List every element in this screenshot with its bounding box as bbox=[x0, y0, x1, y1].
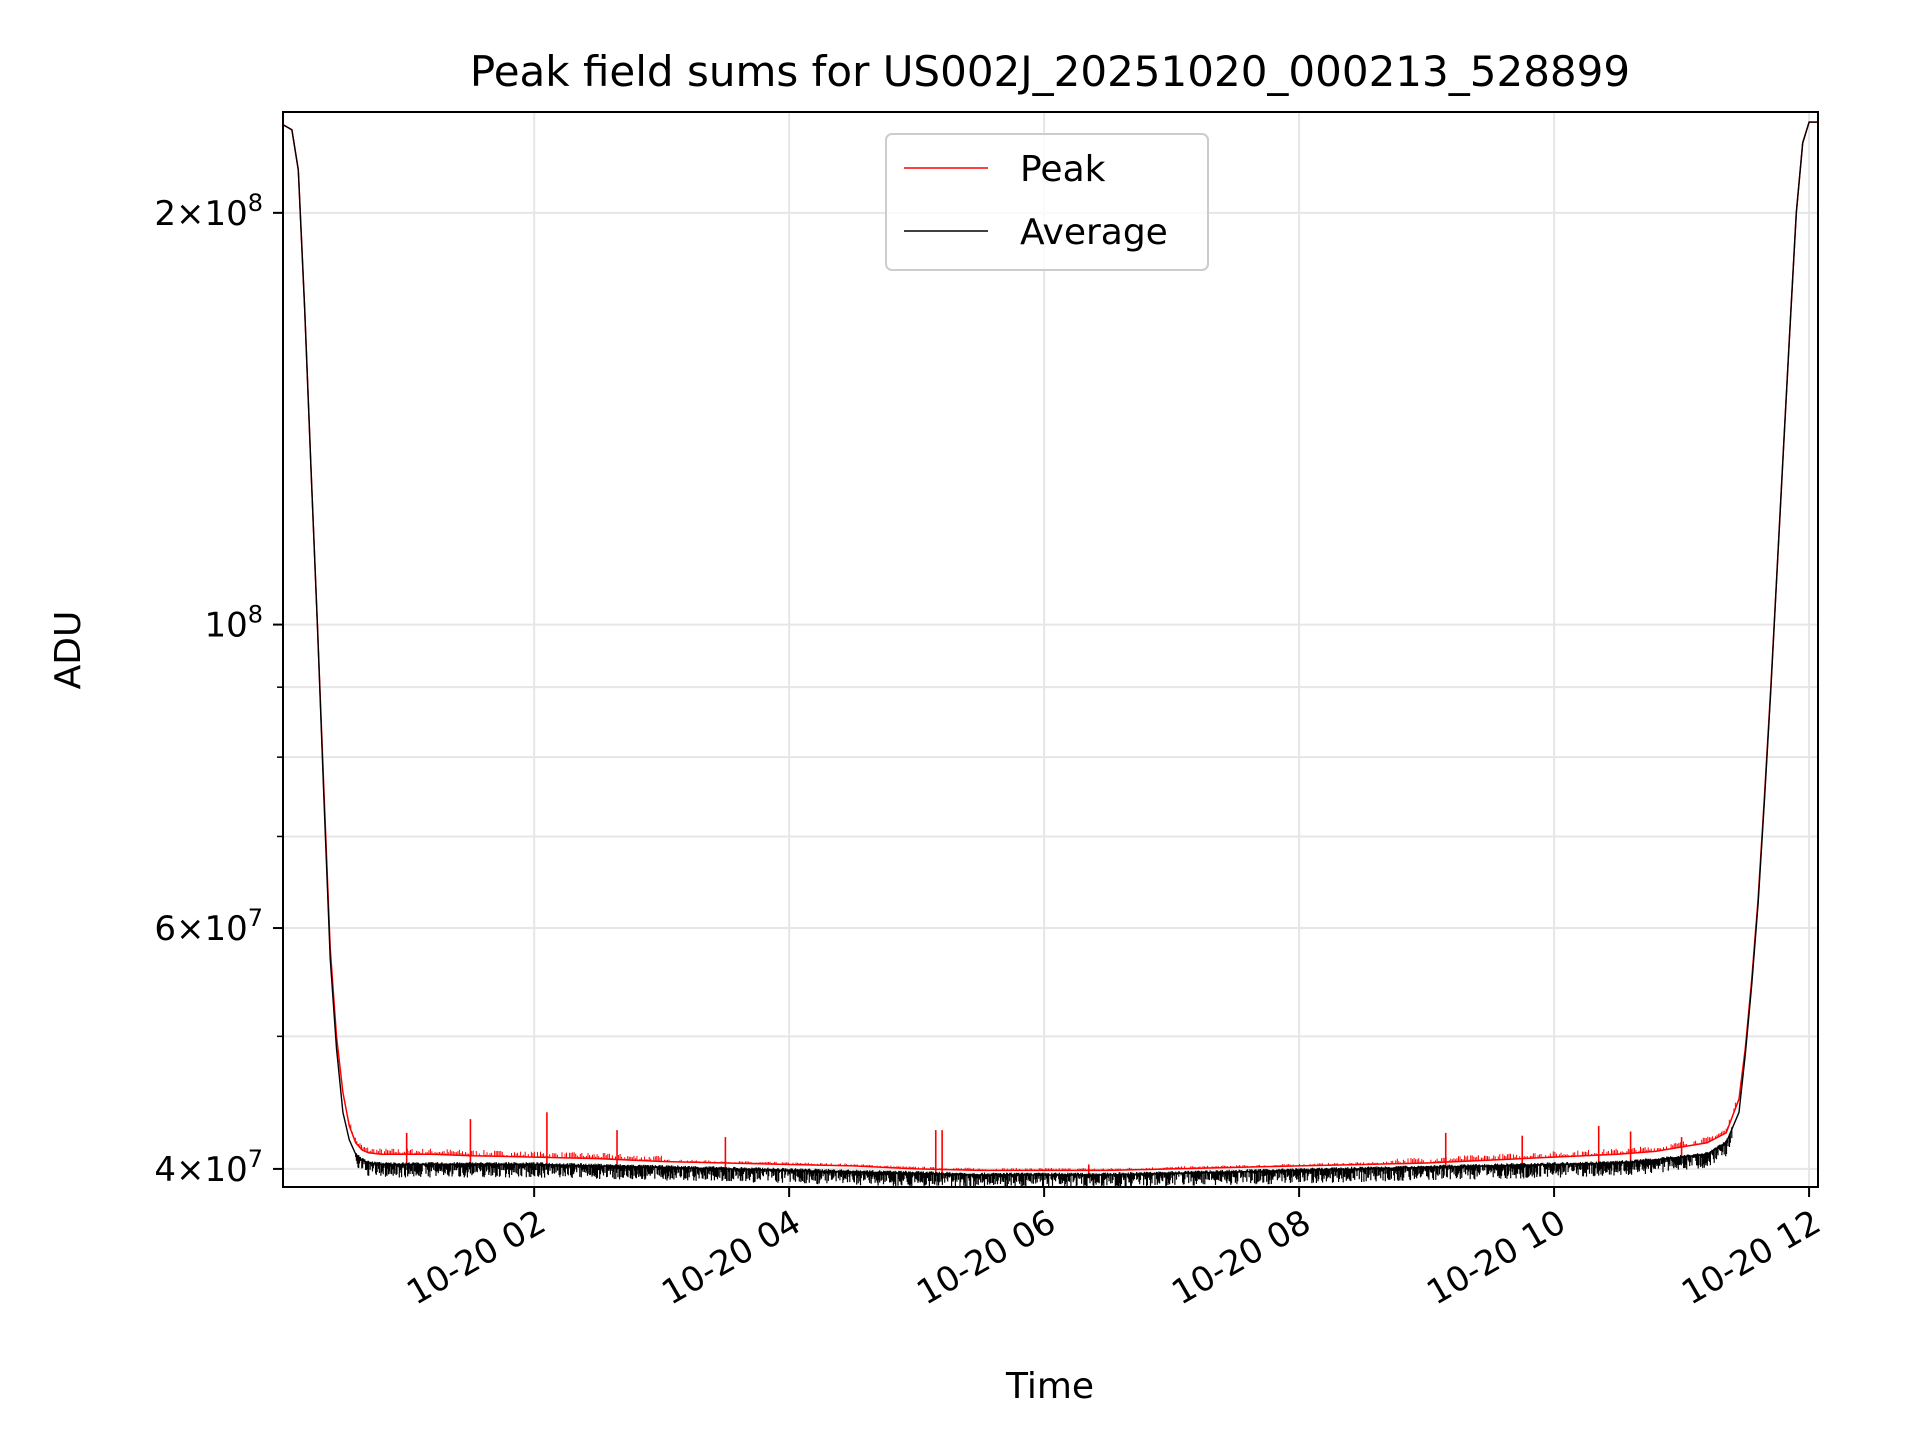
legend-label-average: Average bbox=[1020, 212, 1168, 253]
x-axis-label: Time bbox=[1005, 1366, 1094, 1407]
y-tick-label: 2×108 bbox=[154, 189, 263, 234]
average-noise bbox=[355, 1127, 1733, 1187]
y-tick-label: 108 bbox=[204, 601, 263, 646]
plot-frame bbox=[282, 111, 1819, 1188]
y-tick-label: 6×107 bbox=[154, 904, 263, 949]
y-tick-label: 4×107 bbox=[154, 1145, 263, 1190]
chart-title: Peak field sums for US002J_20251020_0002… bbox=[470, 47, 1630, 96]
legend-label-peak: Peak bbox=[1020, 149, 1106, 190]
legend: Peak Average bbox=[885, 133, 1209, 271]
y-axis-label: ADU bbox=[48, 611, 89, 690]
y-axis-ticks: 4×107 6×107 108 2×108 bbox=[154, 189, 283, 1190]
